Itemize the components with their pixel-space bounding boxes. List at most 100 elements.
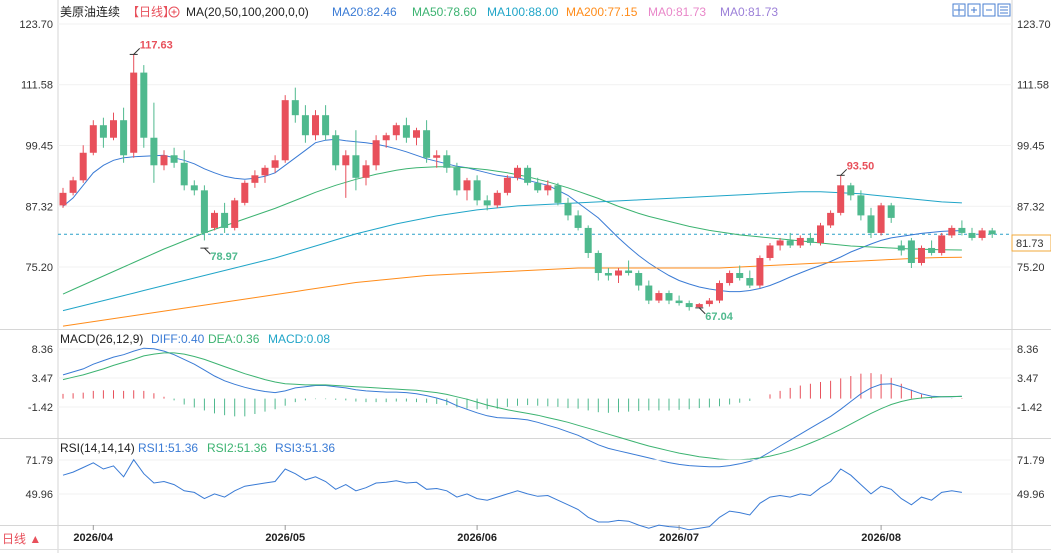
candle-body xyxy=(110,120,117,138)
candle xyxy=(655,290,663,304)
price-tick-right: 123.70 xyxy=(1017,19,1051,31)
candle xyxy=(847,182,855,201)
bottom-period-label[interactable]: 日线 ▲ xyxy=(2,532,41,546)
candle xyxy=(877,202,885,236)
candle-body xyxy=(837,185,845,213)
candle xyxy=(140,65,148,148)
price-tick-right: 87.32 xyxy=(1017,201,1045,213)
candle-body xyxy=(69,180,77,193)
candle-body xyxy=(463,180,471,191)
candle-body xyxy=(534,182,542,191)
candle-body xyxy=(554,185,562,203)
bottom-period-button[interactable]: 日线 ▲ xyxy=(2,532,41,546)
candle xyxy=(837,175,845,216)
candle-body xyxy=(322,115,330,136)
candle-body xyxy=(524,167,532,183)
settings-icon[interactable] xyxy=(997,3,1011,17)
annotation-pointer xyxy=(133,48,141,55)
candle xyxy=(473,175,481,206)
candle-body xyxy=(372,140,380,166)
crosshair-icon[interactable] xyxy=(952,3,966,17)
macd-tick-right: 8.36 xyxy=(1017,344,1038,356)
candle-body xyxy=(978,230,986,238)
ma-label: MA(20,50,100,200,0,0) xyxy=(186,5,309,19)
candle-body xyxy=(342,155,350,166)
rsi-tick-left: 71.79 xyxy=(25,455,53,467)
price-axis: 123.70 123.70 111.58 111.58 99.45 99.45 87.32 8… xyxy=(19,19,1050,274)
candle xyxy=(766,242,774,261)
candle-body xyxy=(59,192,67,206)
candle xyxy=(827,210,835,228)
candle-body xyxy=(433,155,441,158)
main-header: 美原油连续 【日线】 MA(20,50,100,200,0,0) MA20:82… xyxy=(60,4,778,19)
ma0-value-a: MA0:81.73 xyxy=(648,5,706,19)
candle-body xyxy=(200,190,208,233)
candle-body xyxy=(443,155,451,168)
candle xyxy=(867,207,875,238)
candle-body xyxy=(625,270,633,274)
candle-body xyxy=(483,200,491,206)
candle-body xyxy=(988,230,996,235)
candle xyxy=(89,120,97,156)
macd-dea-line xyxy=(62,352,962,461)
candle xyxy=(817,222,824,246)
candle-body xyxy=(776,240,784,246)
candle-body xyxy=(140,72,148,138)
candle-body xyxy=(948,227,956,236)
candle xyxy=(705,298,713,307)
macd-tick-left: 3.47 xyxy=(32,373,53,385)
current-price-label: 81.73 xyxy=(1016,238,1044,250)
macd-histogram xyxy=(62,373,963,417)
zoom-out-icon[interactable] xyxy=(982,3,996,17)
candle xyxy=(514,165,521,181)
toolbar xyxy=(952,3,1011,17)
candle-body xyxy=(716,283,723,301)
period-toggle-icon[interactable] xyxy=(168,6,180,18)
candle-body xyxy=(392,125,400,136)
candle-body xyxy=(594,252,602,274)
candle xyxy=(564,197,572,221)
macd-value: MACD:0.08 xyxy=(268,332,330,346)
ma50-line xyxy=(62,166,962,295)
annotation-label: 93.50 xyxy=(847,160,875,172)
candle-body xyxy=(665,293,673,301)
extreme-annotation: 93.50 xyxy=(836,160,875,176)
candle xyxy=(776,237,784,251)
candle xyxy=(59,187,67,208)
rsi2-value: RSI2:51.36 xyxy=(207,441,267,455)
price-tick-left: 123.70 xyxy=(19,19,53,31)
rsi-axis: 71.79 71.79 49.96 49.96 xyxy=(25,455,1044,501)
candle-body xyxy=(897,245,905,251)
candle-body xyxy=(827,212,835,226)
period-button[interactable]: 【日线】 xyxy=(127,5,175,19)
candle-body xyxy=(796,237,804,246)
candle xyxy=(261,165,269,183)
candle xyxy=(402,117,410,143)
price-tick-right: 111.58 xyxy=(1017,80,1049,92)
annotation-pointer xyxy=(698,307,706,315)
annotation-pointer xyxy=(840,168,848,176)
candle xyxy=(796,235,804,248)
rsi-tick-right: 71.79 xyxy=(1017,455,1045,467)
candle-body xyxy=(918,247,925,263)
candle xyxy=(160,150,168,171)
candle xyxy=(453,162,461,196)
candle-body xyxy=(615,270,622,276)
zoom-in-icon[interactable] xyxy=(967,3,981,17)
candle xyxy=(625,260,633,276)
candle xyxy=(221,202,229,233)
candle xyxy=(301,105,309,143)
price-annotations: 117.63 78.97 67.04 93.50 xyxy=(129,39,875,323)
candle xyxy=(231,197,239,231)
candle xyxy=(604,268,612,281)
candle-body xyxy=(786,240,794,246)
candle-body xyxy=(150,137,158,166)
candle-body xyxy=(574,215,582,228)
candle-body xyxy=(291,100,299,116)
candle-body xyxy=(877,205,885,233)
candle xyxy=(251,170,259,188)
candle-body xyxy=(190,185,198,191)
time-label: 2026/08 xyxy=(861,532,901,544)
